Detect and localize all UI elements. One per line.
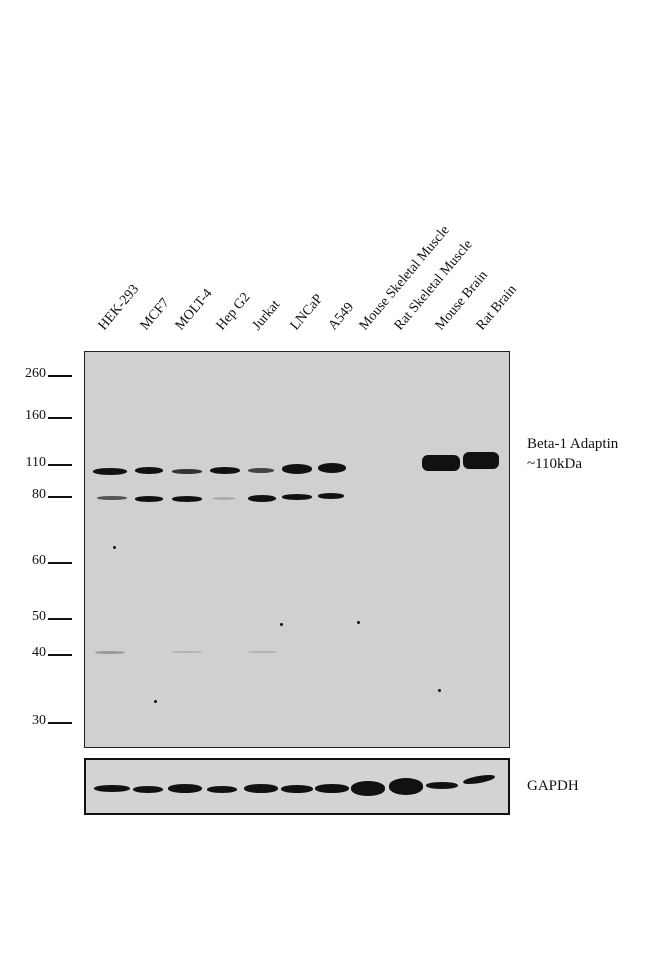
band <box>248 651 278 653</box>
band <box>168 784 202 793</box>
band <box>172 496 202 502</box>
loading-control-label: GAPDH <box>527 778 579 794</box>
main-blot <box>84 351 510 748</box>
band <box>172 469 202 474</box>
band <box>172 651 202 653</box>
band <box>135 467 163 474</box>
band <box>426 782 458 789</box>
lane-label-7: A549 <box>325 299 358 334</box>
band <box>213 497 235 500</box>
band <box>95 651 125 654</box>
lane-label-4: Hep G2 <box>213 290 254 334</box>
band <box>248 495 276 502</box>
band <box>94 785 130 792</box>
band <box>210 467 240 474</box>
lane-label-3: MOLT-4 <box>172 286 216 334</box>
lane-label-5: Jurkat <box>249 297 284 334</box>
band <box>315 784 349 793</box>
target-name: Beta-1 Adaptin <box>527 436 619 452</box>
band <box>463 452 499 469</box>
lane-label-1: HEK-293 <box>95 282 143 334</box>
lane-label-2: MCF7 <box>137 295 173 334</box>
target-label: Beta-1 Adaptin ~110kDa <box>527 434 618 474</box>
band <box>462 773 496 786</box>
band <box>97 496 127 500</box>
speck <box>357 621 360 624</box>
band <box>318 463 346 473</box>
band <box>133 786 163 793</box>
band <box>422 455 460 471</box>
band <box>244 784 278 793</box>
band <box>135 496 163 502</box>
band <box>318 493 344 499</box>
band <box>281 785 313 793</box>
band <box>389 778 423 795</box>
speck <box>154 700 157 703</box>
band <box>207 786 237 793</box>
speck <box>438 689 441 692</box>
speck <box>280 623 283 626</box>
gapdh-blot <box>84 758 510 815</box>
target-size: ~110kDa <box>527 456 583 472</box>
lane-label-6: LNCaP <box>287 291 327 334</box>
band <box>282 464 312 474</box>
speck <box>113 546 116 549</box>
band <box>282 494 312 500</box>
band <box>93 468 127 475</box>
band <box>351 781 385 796</box>
band <box>248 468 274 473</box>
